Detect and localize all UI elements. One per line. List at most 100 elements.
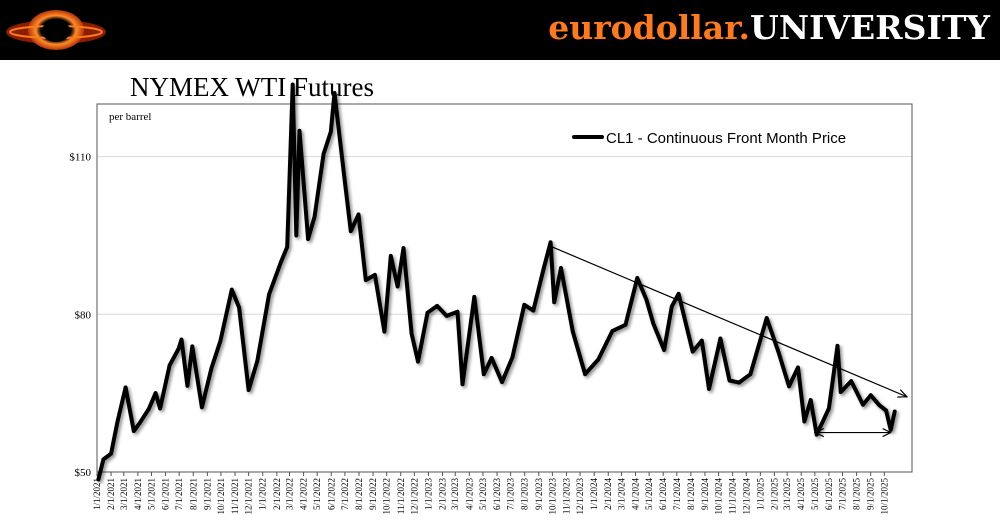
data-point (455, 309, 460, 314)
data-point (401, 246, 406, 250)
x-tick-label: 9/1/2022 (368, 478, 378, 510)
x-tick-label: 10/1/2025 (879, 478, 889, 515)
data-point (109, 451, 113, 456)
data-point (802, 419, 807, 424)
x-tick-label: 9/1/2025 (866, 478, 876, 511)
data-point (838, 390, 843, 394)
data-point (827, 406, 831, 411)
x-tick-label: 3/1/2024 (616, 478, 626, 511)
data-point (552, 300, 556, 305)
data-point (349, 229, 353, 233)
x-tick-label: 4/1/2021 (133, 478, 143, 510)
x-tick-label: 3/1/2023 (450, 478, 460, 511)
data-point (267, 292, 271, 297)
data-point (737, 380, 741, 385)
legend: CL1 - Continuous Front Month Price (572, 130, 846, 147)
data-point (389, 254, 393, 258)
data-point (690, 349, 695, 354)
data-point (218, 338, 223, 343)
x-tick-label: 3/1/2025 (782, 478, 792, 511)
data-point (548, 240, 553, 245)
x-tick-label: 10/1/2024 (714, 478, 724, 515)
brand-title: eurodollar.UNIVERSITY (548, 6, 990, 50)
x-tick-label: 7/1/2025 (838, 478, 848, 511)
header-bar: eurodollar.UNIVERSITY (0, 0, 1000, 60)
annotations (550, 245, 907, 432)
data-point (237, 305, 241, 310)
data-point (500, 380, 504, 384)
data-point (892, 409, 897, 414)
data-point (531, 308, 536, 313)
data-point (700, 338, 704, 343)
data-point (571, 329, 575, 334)
x-tick-label: 11/1/2021 (230, 478, 240, 514)
x-tick-label: 7/1/2021 (174, 478, 184, 510)
x-tick-label: 5/1/2021 (146, 478, 156, 510)
data-point (644, 297, 649, 302)
data-point (707, 387, 711, 391)
data-point (849, 379, 853, 383)
x-tick-label: 9/1/2021 (202, 478, 212, 510)
x-tick-label: 6/1/2023 (492, 478, 502, 511)
data-point (416, 359, 420, 364)
data-point (814, 432, 819, 437)
x-tick-label: 6/1/2025 (824, 478, 834, 511)
x-tick-label: 1/1/2024 (589, 478, 599, 511)
data-point (522, 303, 527, 307)
trend-arrow (550, 245, 907, 396)
data-point (884, 408, 888, 413)
data-point (808, 398, 813, 402)
data-point (167, 363, 172, 368)
data-point (559, 266, 563, 270)
data-point (718, 336, 723, 341)
data-point (651, 321, 655, 326)
x-tick-label: 7/1/2022 (340, 478, 350, 510)
data-point (444, 314, 449, 318)
data-point (132, 429, 136, 433)
y-axis: $50 $80 $110 (69, 152, 91, 479)
data-point (96, 477, 101, 482)
data-point (623, 323, 628, 327)
x-tick-label: 12/1/2021 (244, 478, 254, 515)
x-tick-label: 7/1/2024 (672, 478, 682, 511)
x-tick-label: 1/1/2022 (258, 478, 268, 510)
data-point (596, 357, 601, 362)
data-point (510, 355, 515, 360)
x-tick-label: 6/1/2024 (658, 478, 668, 511)
x-tick-label: 1/1/2025 (755, 478, 765, 511)
data-point (635, 276, 640, 280)
data-point (764, 316, 769, 320)
data-point (200, 405, 204, 410)
data-point (373, 273, 377, 277)
x-tick-label: 4/1/2025 (796, 478, 806, 511)
x-tick-label: 7/1/2023 (506, 478, 516, 511)
x-tick-label: 4/1/2023 (464, 478, 474, 511)
x-tick-label: 4/1/2024 (630, 478, 640, 511)
x-tick-label: 5/1/2024 (644, 478, 654, 511)
x-tick-label: 11/1/2023 (561, 478, 571, 515)
x-tick-label: 9/1/2023 (534, 478, 544, 511)
legend-label: CL1 - Continuous Front Month Price (606, 130, 846, 147)
data-point (482, 372, 486, 377)
x-tick-label: 8/1/2022 (354, 478, 364, 510)
data-point (158, 406, 162, 411)
y-tick-label: $110 (69, 152, 91, 164)
data-point (888, 428, 893, 432)
data-point (342, 176, 347, 181)
x-tick-label: 10/1/2021 (216, 478, 226, 515)
data-point (460, 382, 465, 387)
data-point (297, 129, 302, 133)
data-point (279, 260, 283, 265)
data-point (185, 384, 190, 388)
x-tick-label: 12/1/2023 (575, 478, 585, 515)
data-point (312, 215, 317, 219)
x-tick-label: 2/1/2022 (272, 478, 282, 510)
gridlines (97, 156, 912, 473)
data-point (727, 378, 732, 383)
data-point (610, 329, 615, 333)
data-point (868, 393, 873, 398)
brand-part1: eurodollar. (548, 8, 751, 47)
data-point (676, 292, 681, 296)
data-point (115, 420, 120, 424)
